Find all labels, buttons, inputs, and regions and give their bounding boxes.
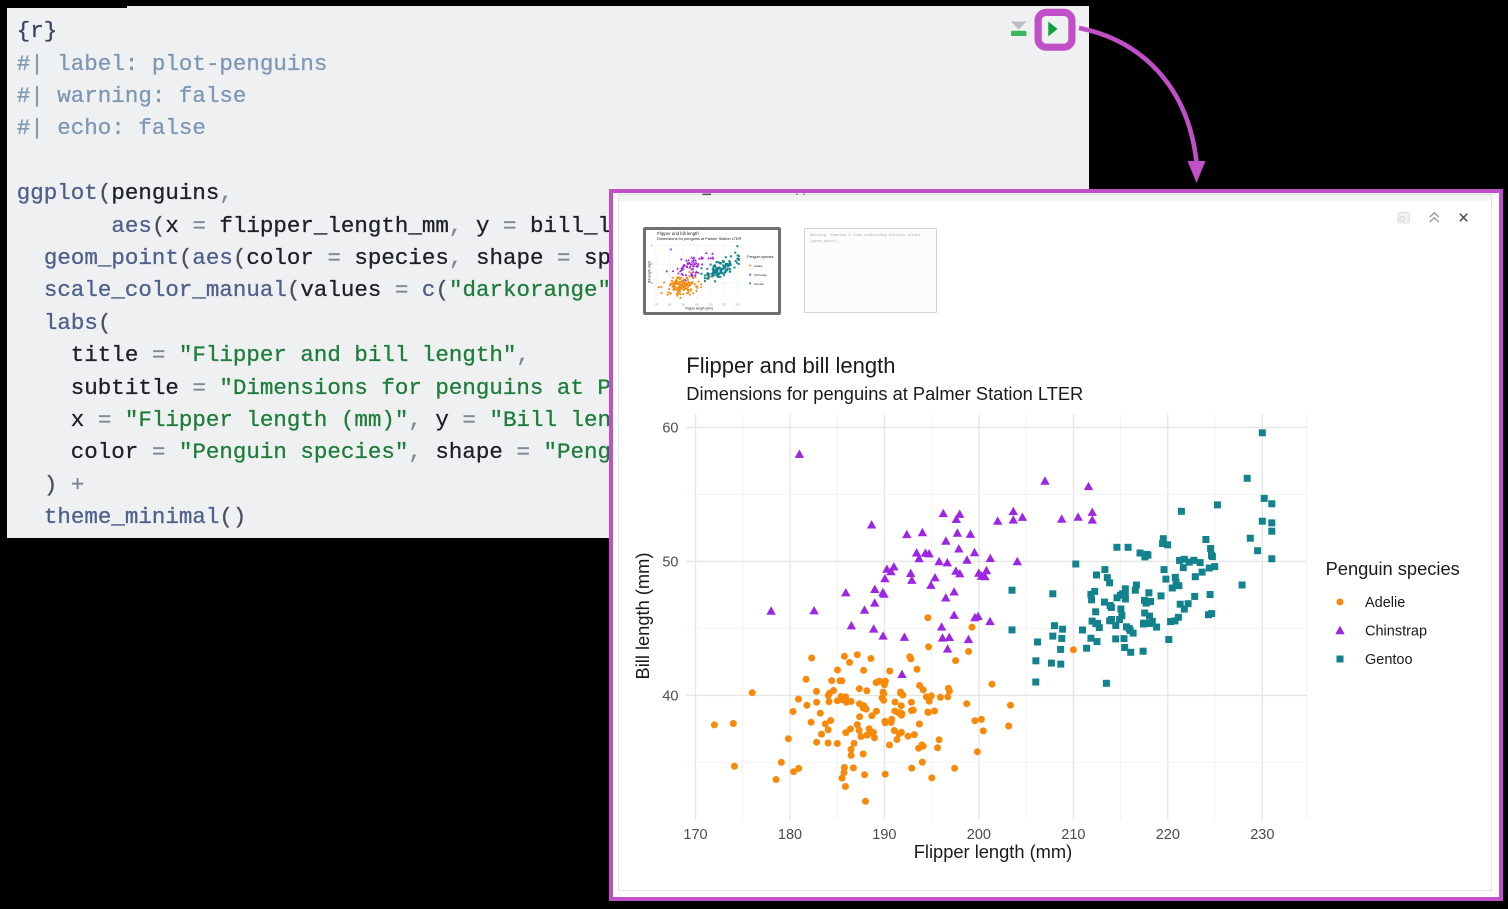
svg-text:Chinstrap: Chinstrap [754,273,767,277]
svg-text:230: 230 [735,304,740,307]
svg-text:40: 40 [650,282,653,285]
svg-text:Dimensions for penguins at Pal: Dimensions for penguins at Palmer Statio… [657,236,741,241]
svg-text:Gentoo: Gentoo [754,282,764,286]
svg-text:190: 190 [681,304,686,307]
svg-text:210: 210 [708,304,713,307]
svg-text:170: 170 [654,304,659,307]
svg-text:180: 180 [667,304,672,307]
svg-text:220: 220 [722,304,727,307]
svg-text:50: 50 [650,263,653,266]
svg-text:Bill length (mm): Bill length (mm) [647,261,651,283]
svg-text:60: 60 [650,245,653,248]
svg-text:Adelie: Adelie [754,264,763,268]
svg-text:Penguin species: Penguin species [747,255,773,259]
svg-text:Flipper length (mm): Flipper length (mm) [685,307,713,311]
svg-text:200: 200 [694,304,699,307]
svg-text:Flipper and bill length: Flipper and bill length [657,231,699,236]
